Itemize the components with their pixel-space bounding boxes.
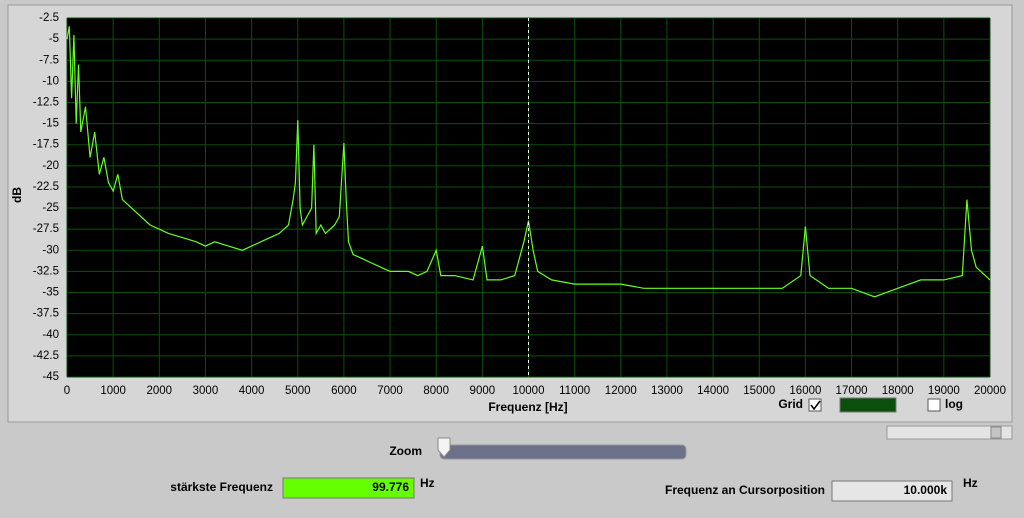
zoom-label: Zoom (389, 444, 422, 458)
y-tick-label: -40 (42, 329, 59, 341)
x-tick-label: 17000 (836, 385, 868, 397)
grid-color-swatch[interactable] (839, 397, 897, 413)
x-tick-label: 11000 (559, 385, 590, 397)
y-tick-label: -42.5 (33, 350, 59, 362)
zoom-thumb[interactable] (437, 437, 451, 458)
x-tick-label: 3000 (193, 385, 219, 397)
y-tick-label: -32.5 (33, 265, 59, 277)
cursor-unit: Hz (963, 476, 978, 490)
cursor-field (831, 480, 953, 502)
x-tick-label: 6000 (331, 385, 357, 397)
y-tick-label: -7.5 (39, 54, 59, 66)
log-checkbox[interactable] (927, 398, 941, 412)
x-axis-label: Frequenz [Hz] (488, 400, 567, 414)
scroll-thumb[interactable] (990, 426, 1002, 439)
cursor-label: Frequenz an Cursorposition (665, 483, 825, 497)
x-tick-label: 12000 (605, 385, 637, 397)
x-tick-label: 5000 (285, 385, 311, 397)
y-tick-label: -10 (42, 75, 59, 87)
y-tick-label: -30 (42, 244, 59, 256)
log-label: log (945, 397, 963, 411)
peak-field (282, 477, 415, 499)
x-tick-label: 0 (64, 385, 70, 397)
peak-value: 99.776 (372, 480, 409, 494)
scrollbar[interactable] (886, 425, 1013, 440)
y-tick-label: -12.5 (33, 97, 59, 109)
y-tick-label: -17.5 (33, 139, 59, 151)
peak-unit: Hz (420, 476, 435, 490)
x-tick-label: 7000 (377, 385, 403, 397)
y-tick-label: -22.5 (33, 181, 59, 193)
x-tick-label: 15000 (743, 385, 775, 397)
y-tick-label: -20 (42, 160, 59, 172)
x-tick-label: 18000 (882, 385, 914, 397)
spectrum-line (66, 26, 991, 298)
grid-checkbox[interactable] (808, 398, 822, 412)
x-tick-label: 13000 (651, 385, 683, 397)
x-tick-label: 1000 (100, 385, 126, 397)
grid-check (810, 400, 821, 411)
x-tick-label: 4000 (239, 385, 265, 397)
cursor-value: 10.000k (904, 483, 948, 497)
x-tick-label: 9000 (470, 385, 496, 397)
y-tick-label: -45 (42, 371, 59, 383)
y-tick-label: -35 (42, 287, 59, 299)
x-tick-label: 8000 (423, 385, 449, 397)
y-axis-label: dB (10, 187, 24, 203)
zoom-slider[interactable] (439, 444, 687, 460)
y-tick-label: -5 (49, 33, 59, 45)
y-tick-label: -27.5 (33, 223, 59, 235)
grid-label: Grid (778, 397, 803, 411)
y-tick-label: -2.5 (39, 12, 59, 24)
y-tick-label: -37.5 (33, 308, 59, 320)
x-tick-label: 19000 (928, 385, 960, 397)
x-tick-label: 14000 (697, 385, 729, 397)
y-tick-label: -15 (42, 118, 59, 130)
x-tick-label: 10000 (513, 385, 545, 397)
peak-label: stärkste Frequenz (170, 480, 273, 494)
x-tick-label: 16000 (789, 385, 821, 397)
x-tick-label: 20000 (974, 385, 1006, 397)
y-tick-label: -25 (42, 202, 59, 214)
x-tick-label: 2000 (147, 385, 173, 397)
